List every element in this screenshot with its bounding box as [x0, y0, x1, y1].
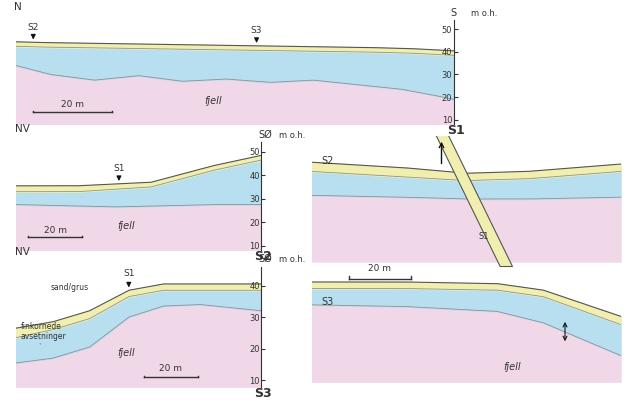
Text: m o.h.: m o.h. — [471, 9, 497, 18]
Text: S1: S1 — [447, 124, 464, 137]
Text: S2: S2 — [28, 23, 39, 32]
Text: fjell: fjell — [118, 221, 135, 231]
Text: 20 m: 20 m — [61, 100, 84, 109]
Text: S3: S3 — [251, 26, 262, 35]
Text: SØ: SØ — [258, 130, 272, 140]
Text: finkornede
avsetninger: finkornede avsetninger — [21, 322, 66, 344]
Text: S: S — [450, 8, 456, 18]
Text: 20 m: 20 m — [159, 364, 182, 373]
Text: S2: S2 — [255, 250, 272, 263]
Text: NV: NV — [14, 124, 30, 134]
Text: SØ: SØ — [258, 254, 272, 264]
Text: fjell: fjell — [504, 362, 521, 372]
Text: NV: NV — [14, 247, 30, 257]
Text: 20 m: 20 m — [369, 264, 391, 273]
Text: S1: S1 — [479, 232, 489, 241]
Text: S3: S3 — [321, 297, 333, 306]
Text: S2: S2 — [321, 156, 333, 166]
Text: fjell: fjell — [204, 96, 222, 105]
Text: sand/grus: sand/grus — [50, 284, 88, 293]
Text: 20 m: 20 m — [43, 225, 67, 234]
Text: N: N — [14, 2, 21, 12]
Text: m o.h.: m o.h. — [278, 255, 305, 264]
Polygon shape — [435, 134, 513, 267]
Text: S1: S1 — [123, 269, 135, 278]
Text: fjell: fjell — [118, 348, 135, 359]
Text: S3: S3 — [255, 387, 272, 400]
Text: m o.h.: m o.h. — [278, 131, 305, 140]
Text: S1: S1 — [113, 164, 125, 173]
